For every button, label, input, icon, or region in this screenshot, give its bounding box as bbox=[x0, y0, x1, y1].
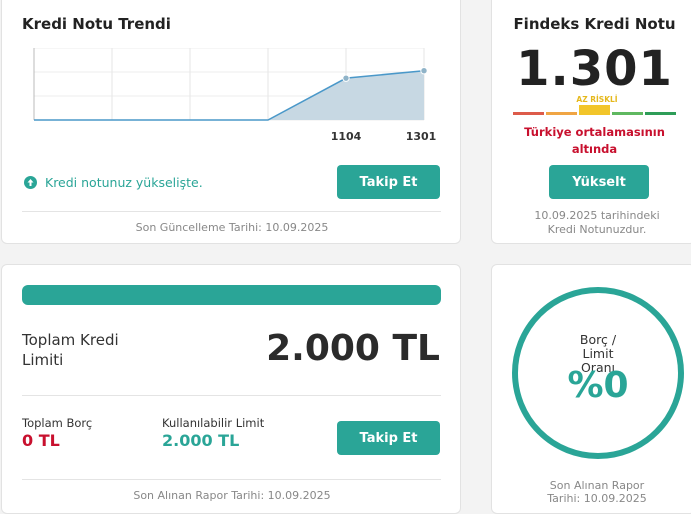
risk-segment bbox=[612, 112, 643, 115]
trend-status-text: Kredi notunuz yükselişte. bbox=[45, 175, 203, 190]
findeks-title: Findeks Kredi Notu bbox=[513, 15, 676, 33]
trend-chart: 1104 1301 bbox=[33, 48, 437, 143]
credit-trend-card: Kredi Notu Trendi 1104 1301 Kredi notunuz… bbox=[1, 0, 461, 244]
total-limit-label: Toplam Kredi Limiti bbox=[22, 331, 119, 369]
limit-footer: Son Alınan Rapor Tarihi: 10.09.2025 bbox=[133, 489, 331, 502]
average-warning: Türkiye ortalamasının altında bbox=[524, 125, 665, 156]
divider bbox=[22, 211, 441, 212]
limit-progress-bar bbox=[22, 285, 441, 305]
risk-segment bbox=[513, 112, 544, 115]
trend-status: Kredi notunuz yükselişte. bbox=[24, 175, 203, 190]
data-point bbox=[342, 74, 350, 82]
total-limit-value: 2.000 TL bbox=[266, 328, 440, 369]
divider bbox=[22, 479, 441, 480]
trend-area bbox=[34, 70, 424, 120]
ratio-value: %0 bbox=[567, 365, 629, 406]
ratio-label: Borç / Limit Oranı bbox=[579, 332, 617, 375]
risk-level-label: AZ RİSKLİ bbox=[576, 95, 618, 104]
available-limit-value: 2.000 TL bbox=[162, 431, 240, 450]
ratio-ring bbox=[512, 287, 684, 459]
trend-follow-button[interactable]: Takip Et bbox=[337, 165, 440, 199]
trend-line bbox=[34, 69, 425, 121]
tick-label: 1301 bbox=[406, 130, 437, 143]
limit-follow-button[interactable]: Takip Et bbox=[337, 421, 440, 455]
tick-label: 1104 bbox=[331, 130, 362, 143]
debt-ratio-card: Borç / Limit Oranı %0 Son Alınan Rapor T… bbox=[491, 264, 691, 514]
ratio-footer: Son Alınan Rapor Tarihi: 10.09.2025 bbox=[547, 479, 647, 505]
risk-segment bbox=[579, 105, 610, 115]
divider bbox=[22, 395, 441, 396]
trend-footer: Son Güncelleme Tarihi: 10.09.2025 bbox=[135, 221, 329, 234]
risk-segment bbox=[546, 112, 577, 115]
findeks-footer: 10.09.2025 tarihindeki Kredi Notunuzdur. bbox=[534, 209, 660, 236]
upgrade-button[interactable]: Yükselt bbox=[549, 165, 649, 199]
data-point bbox=[420, 66, 428, 75]
trend-title: Kredi Notu Trendi bbox=[22, 15, 171, 33]
findeks-score-card: Findeks Kredi Notu 1.301 AZ RİSKLİ Türki… bbox=[491, 0, 691, 244]
risk-segment bbox=[645, 112, 676, 115]
credit-limit-card: Toplam Kredi Limiti 2.000 TL Toplam Borç… bbox=[1, 264, 461, 514]
credit-score-value: 1.301 bbox=[516, 41, 673, 97]
total-debt-value: 0 TL bbox=[22, 431, 60, 450]
total-debt-label: Toplam Borç bbox=[22, 416, 93, 430]
arrow-up-circle-icon bbox=[24, 176, 37, 189]
available-limit-label: Kullanılabilir Limit bbox=[162, 416, 265, 430]
